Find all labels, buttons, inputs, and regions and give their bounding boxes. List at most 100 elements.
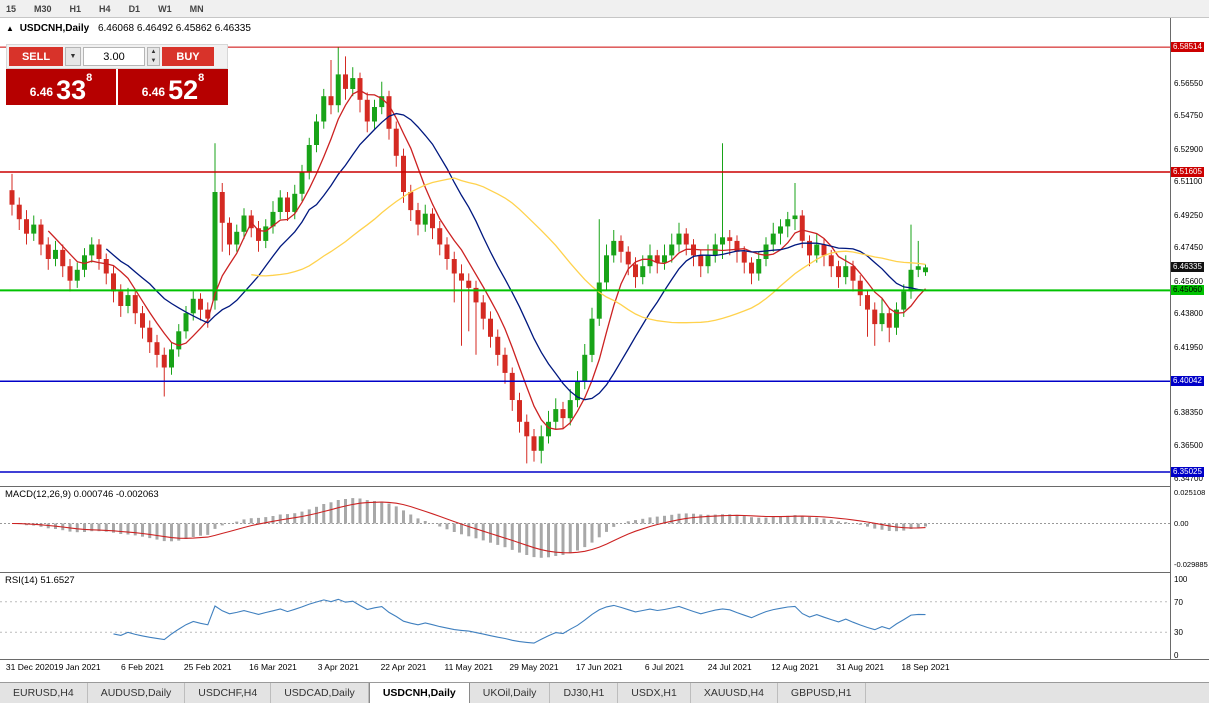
buy-button[interactable]: BUY bbox=[162, 47, 214, 66]
timeframe-toolbar: 15 M30 H1 H4 D1 W1 MN bbox=[0, 0, 1209, 18]
volume-input[interactable] bbox=[83, 47, 145, 66]
price-tick: 6.38350 bbox=[1174, 408, 1203, 417]
chart-tab-eurusd[interactable]: EURUSD,H4 bbox=[0, 683, 88, 703]
price-axis-border bbox=[1170, 18, 1171, 659]
panel-separator[interactable] bbox=[0, 486, 1209, 487]
collapse-chart-icon[interactable]: ▲ bbox=[6, 24, 14, 33]
chart-title: ▲ USDCNH,Daily 6.46068 6.46492 6.45862 6… bbox=[6, 23, 251, 34]
date-label: 18 Sep 2021 bbox=[901, 662, 950, 672]
date-label: 31 Aug 2021 bbox=[836, 662, 885, 672]
panel-separator[interactable] bbox=[0, 572, 1209, 573]
macd-indicator-label: MACD(12,26,9) 0.000746 -0.002063 bbox=[5, 489, 159, 500]
macd-panel[interactable] bbox=[0, 487, 1170, 572]
bid-ask-tiles: 6.46 33 8 6.46 52 8 bbox=[6, 69, 228, 105]
chart-tab-dj30[interactable]: DJ30,H1 bbox=[550, 683, 619, 703]
stepper-up-icon[interactable]: ▲ bbox=[150, 49, 157, 55]
panel-separator[interactable] bbox=[0, 659, 1209, 660]
date-label: 31 Dec 2020 bbox=[5, 662, 55, 672]
price-tick: 6.49250 bbox=[1174, 211, 1203, 220]
horizontal-levels[interactable] bbox=[0, 46, 1170, 473]
price-tick: 6.41950 bbox=[1174, 343, 1203, 352]
price-axis[interactable]: 6.56550 6.54750 6.52900 6.51100 6.49250 6.474… bbox=[1171, 18, 1209, 660]
date-label: 16 Mar 2021 bbox=[249, 662, 297, 672]
sell-price-tile[interactable]: 6.46 33 8 bbox=[6, 69, 116, 105]
level-price-tag: 6.51605 bbox=[1171, 167, 1204, 177]
price-tick: 6.34700 bbox=[1174, 474, 1203, 483]
buy-price-sup: 8 bbox=[198, 72, 205, 84]
chart-tab-ukoil[interactable]: UKOil,Daily bbox=[470, 683, 551, 703]
chart-tab-gbpusd[interactable]: GBPUSD,H1 bbox=[778, 683, 866, 703]
price-tick: 6.47450 bbox=[1174, 243, 1203, 252]
rsi-panel[interactable] bbox=[0, 573, 1170, 659]
buy-price-big: 52 bbox=[168, 75, 199, 105]
level-price-tag: 6.45060 bbox=[1171, 285, 1204, 295]
timeframe-w1[interactable]: W1 bbox=[158, 3, 172, 14]
date-label: 29 May 2021 bbox=[509, 662, 559, 672]
timeframe-h4[interactable]: H4 bbox=[99, 3, 111, 14]
rsi-indicator-label: RSI(14) 51.6527 bbox=[5, 575, 75, 586]
macd-signal-line bbox=[11, 501, 926, 554]
macd-histogram bbox=[17, 498, 927, 558]
chart-tab-usdcnh[interactable]: USDCNH,Daily bbox=[368, 683, 470, 703]
date-label: 25 Feb 2021 bbox=[183, 662, 232, 672]
chart-tab-usdx[interactable]: USDX,H1 bbox=[618, 683, 691, 703]
macd-axis-max: 0.025108 bbox=[1174, 488, 1206, 497]
ma-line-6 bbox=[47, 89, 926, 430]
chart-tab-xauusd[interactable]: XAUUSD,H4 bbox=[691, 683, 778, 703]
timeframe-15[interactable]: 15 bbox=[6, 3, 17, 14]
timeframe-m30[interactable]: M30 bbox=[34, 3, 52, 14]
price-tick: 6.45600 bbox=[1174, 277, 1203, 286]
symbol-label: USDCNH,Daily bbox=[19, 23, 90, 34]
date-axis[interactable]: 31 Dec 2020 19 Jan 2021 6 Feb 2021 25 Feb 2… bbox=[0, 662, 1170, 680]
date-label: 6 Feb 2021 bbox=[120, 662, 164, 672]
price-tick: 6.36500 bbox=[1174, 441, 1203, 450]
macd-axis-min: -0.029885 bbox=[1174, 560, 1208, 569]
date-label: 6 Jul 2021 bbox=[644, 662, 685, 672]
level-price-tag: 6.40042 bbox=[1171, 376, 1204, 386]
date-label: 19 Jan 2021 bbox=[53, 662, 101, 672]
sell-button[interactable]: SELL bbox=[9, 47, 63, 66]
macd-axis-zero: 0.00 bbox=[1174, 519, 1189, 528]
price-tick: 6.54750 bbox=[1174, 111, 1203, 120]
moving-averages bbox=[47, 89, 926, 430]
buy-price-prefix: 6.46 bbox=[141, 85, 166, 99]
rsi-line bbox=[113, 598, 926, 644]
volume-stepper[interactable]: ▲ ▼ bbox=[147, 47, 160, 66]
timeframe-mn[interactable]: MN bbox=[189, 3, 204, 14]
chart-tab-usdcad[interactable]: USDCAD,Daily bbox=[271, 683, 369, 703]
sell-price-big: 33 bbox=[56, 75, 87, 105]
date-label: 22 Apr 2021 bbox=[380, 662, 427, 672]
ohlc-values: 6.46068 6.46492 6.45862 6.46335 bbox=[97, 23, 251, 34]
candles bbox=[9, 47, 928, 464]
level-price-tag: 6.58514 bbox=[1171, 42, 1204, 52]
current-price-tag: 6.46335 bbox=[1171, 262, 1204, 272]
date-label: 17 Jun 2021 bbox=[575, 662, 623, 672]
one-click-trading-panel: SELL ▼ ▲ ▼ BUY 6.46 33 8 6.46 52 8 bbox=[6, 44, 228, 105]
price-tick: 6.52900 bbox=[1174, 145, 1203, 154]
date-label: 24 Jul 2021 bbox=[707, 662, 752, 672]
price-tick: 6.56550 bbox=[1174, 79, 1203, 88]
rsi-axis-label: 70 bbox=[1174, 598, 1183, 607]
price-chart[interactable] bbox=[0, 18, 1170, 486]
rsi-axis-label: 0 bbox=[1174, 651, 1179, 660]
date-label: 3 Apr 2021 bbox=[317, 662, 359, 672]
buy-price-tile[interactable]: 6.46 52 8 bbox=[118, 69, 228, 105]
sell-price-sup: 8 bbox=[86, 72, 93, 84]
chart-tab-usdchf[interactable]: USDCHF,H4 bbox=[185, 683, 272, 703]
rsi-axis-label: 30 bbox=[1174, 628, 1183, 637]
date-label: 11 May 2021 bbox=[444, 662, 493, 672]
price-tick: 6.43800 bbox=[1174, 309, 1203, 318]
chart-tab-audusd[interactable]: AUDUSD,Daily bbox=[88, 683, 186, 703]
ma-line-14 bbox=[105, 112, 926, 401]
date-label: 12 Aug 2021 bbox=[771, 662, 819, 672]
timeframe-h1[interactable]: H1 bbox=[69, 3, 82, 14]
volume-dropdown-icon[interactable]: ▼ bbox=[65, 47, 81, 66]
level-price-tag: 6.35025 bbox=[1171, 467, 1204, 477]
rsi-axis-label: 100 bbox=[1174, 575, 1188, 584]
timeframe-d1[interactable]: D1 bbox=[128, 3, 141, 14]
stepper-down-icon[interactable]: ▼ bbox=[150, 57, 157, 64]
sell-price-prefix: 6.46 bbox=[29, 85, 54, 99]
chart-tab-bar: EURUSD,H4 AUDUSD,Daily USDCHF,H4 USDCAD,Dai… bbox=[0, 682, 1209, 703]
chart-window: ▲ USDCNH,Daily 6.46068 6.46492 6.45862 6… bbox=[0, 18, 1209, 682]
price-tick: 6.51100 bbox=[1174, 177, 1203, 186]
